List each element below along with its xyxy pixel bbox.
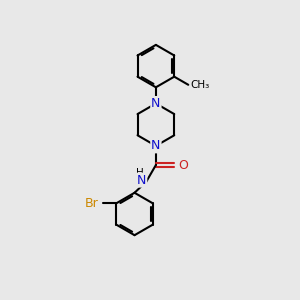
Text: CH₃: CH₃ (190, 80, 210, 90)
Text: H: H (136, 168, 144, 178)
Text: N: N (137, 174, 146, 187)
Text: N: N (151, 97, 160, 110)
Text: Br: Br (85, 197, 98, 210)
Text: O: O (178, 158, 188, 172)
Text: N: N (151, 140, 160, 152)
